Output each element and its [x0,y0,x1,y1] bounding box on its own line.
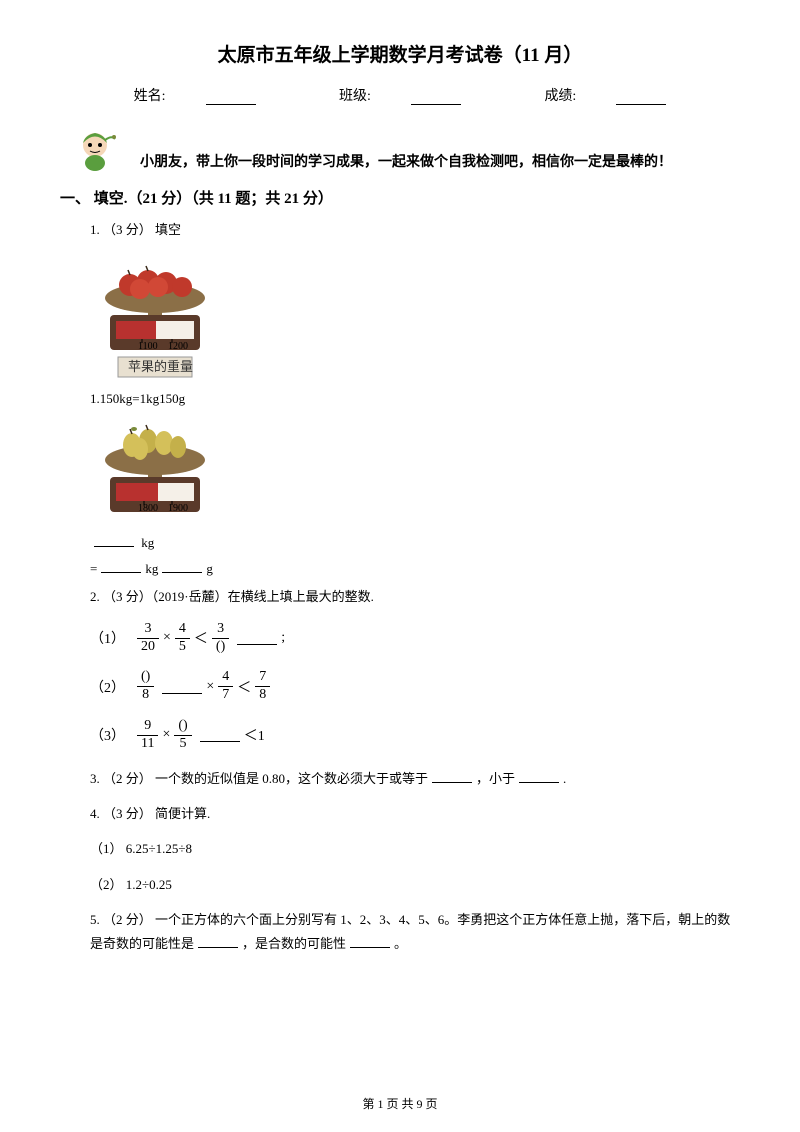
q4-text: 4. （3 分） 简便计算. [90,802,740,825]
q1-blank1: kg [90,533,740,551]
q2-part1: （1） 320 × 45 ＜ 3() ; [90,621,740,656]
apple-scale-image: 1100 1200 苹果的重量 [90,253,740,383]
q3-text: 3. （2 分） 一个数的近似值是 0.80，这个数必须大于或等于，小于. [90,767,740,790]
svg-text:苹果的重量: 苹果的重量 [128,359,193,374]
q1-text: 1. （3 分） 填空 [90,218,740,241]
q4-p1: （1） 6.25÷1.25÷8 [90,837,740,860]
q1-blank2: =kgg [90,559,740,577]
svg-text:1200: 1200 [168,341,188,352]
page-footer: 第 1 页 共 9 页 [0,1095,800,1112]
q2-part2: （2） ()8 × 47 ＜ 78 [90,669,740,704]
q5-text: 5. （2 分） 一个正方体的六个面上分别写有 1、2、3、4、5、6。李勇把这… [90,908,740,955]
svg-text:1100: 1100 [138,341,158,352]
q4-p2: （2） 1.2÷0.25 [90,873,740,896]
class-label: 班级: [319,89,481,104]
q1-conversion: 1.150kg=1kg150g [90,391,740,407]
name-label: 姓名: [114,89,276,104]
pear-scale-image: 1800 1900 [90,415,740,525]
score-label: 成绩: [524,89,686,104]
info-row: 姓名: 班级: 成绩: [60,85,740,105]
q2-text: 2. （3 分）（2019·岳麓）在横线上填上最大的整数. [90,585,740,608]
page-title: 太原市五年级上学期数学月考试卷（11 月） [60,40,740,67]
mascot-icon [70,125,120,175]
intro-text: 小朋友，带上你一段时间的学习成果，一起来做个自我检测吧，相信你一定是最棒的！ [140,130,672,175]
q2-part3: （3） 911 × ()5 ＜1 [90,718,740,753]
section-header: 一、 填空.（21 分）（共 11 题；共 21 分） [60,187,740,208]
mascot-row: 小朋友，带上你一段时间的学习成果，一起来做个自我检测吧，相信你一定是最棒的！ [60,125,740,175]
svg-text:1800: 1800 [138,503,158,514]
svg-text:1900: 1900 [168,503,188,514]
